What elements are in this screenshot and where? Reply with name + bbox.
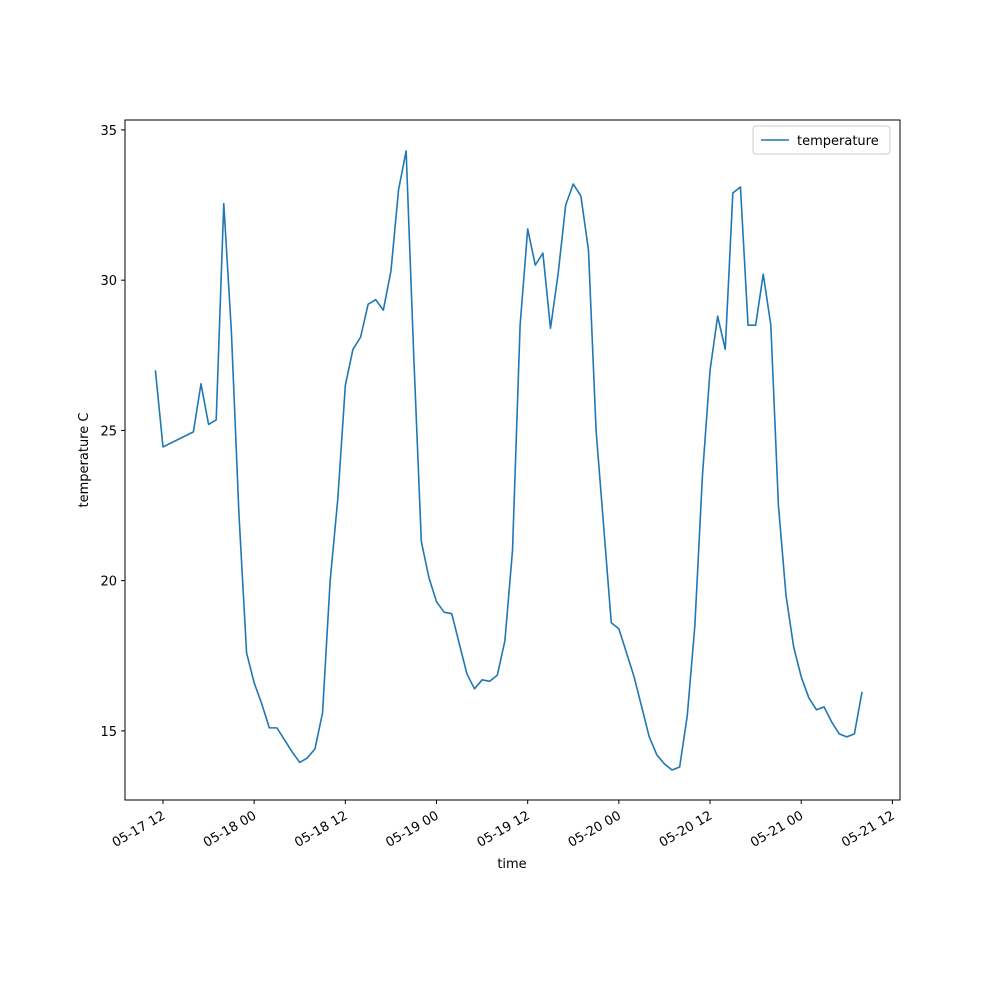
x-tick-label: 05-17 12 xyxy=(110,808,168,850)
y-axis-label: temperature C xyxy=(77,413,92,508)
x-tick-label: 05-19 12 xyxy=(475,808,533,850)
y-tick-label: 15 xyxy=(100,725,117,740)
x-tick-label: 05-19 00 xyxy=(383,808,441,850)
x-tick-label: 05-20 00 xyxy=(566,808,624,850)
x-tick-label: 05-21 12 xyxy=(839,808,897,850)
x-tick-label: 05-21 00 xyxy=(748,808,806,850)
plot-frame xyxy=(124,119,901,801)
legend-box xyxy=(752,125,891,155)
legend: temperature xyxy=(752,125,891,155)
y-tick-label: 35 xyxy=(100,124,117,139)
x-tick-label: 05-18 12 xyxy=(292,808,350,850)
x-tick-label: 05-18 00 xyxy=(201,808,259,850)
legend-label: temperature xyxy=(797,134,879,149)
x-axis-label: time xyxy=(497,857,526,872)
y-tick-label: 20 xyxy=(100,575,117,590)
y-tick-label: 30 xyxy=(100,274,117,289)
x-tick-label: 05-20 12 xyxy=(657,808,715,850)
y-tick-label: 25 xyxy=(100,424,117,439)
data-line xyxy=(154,150,863,771)
